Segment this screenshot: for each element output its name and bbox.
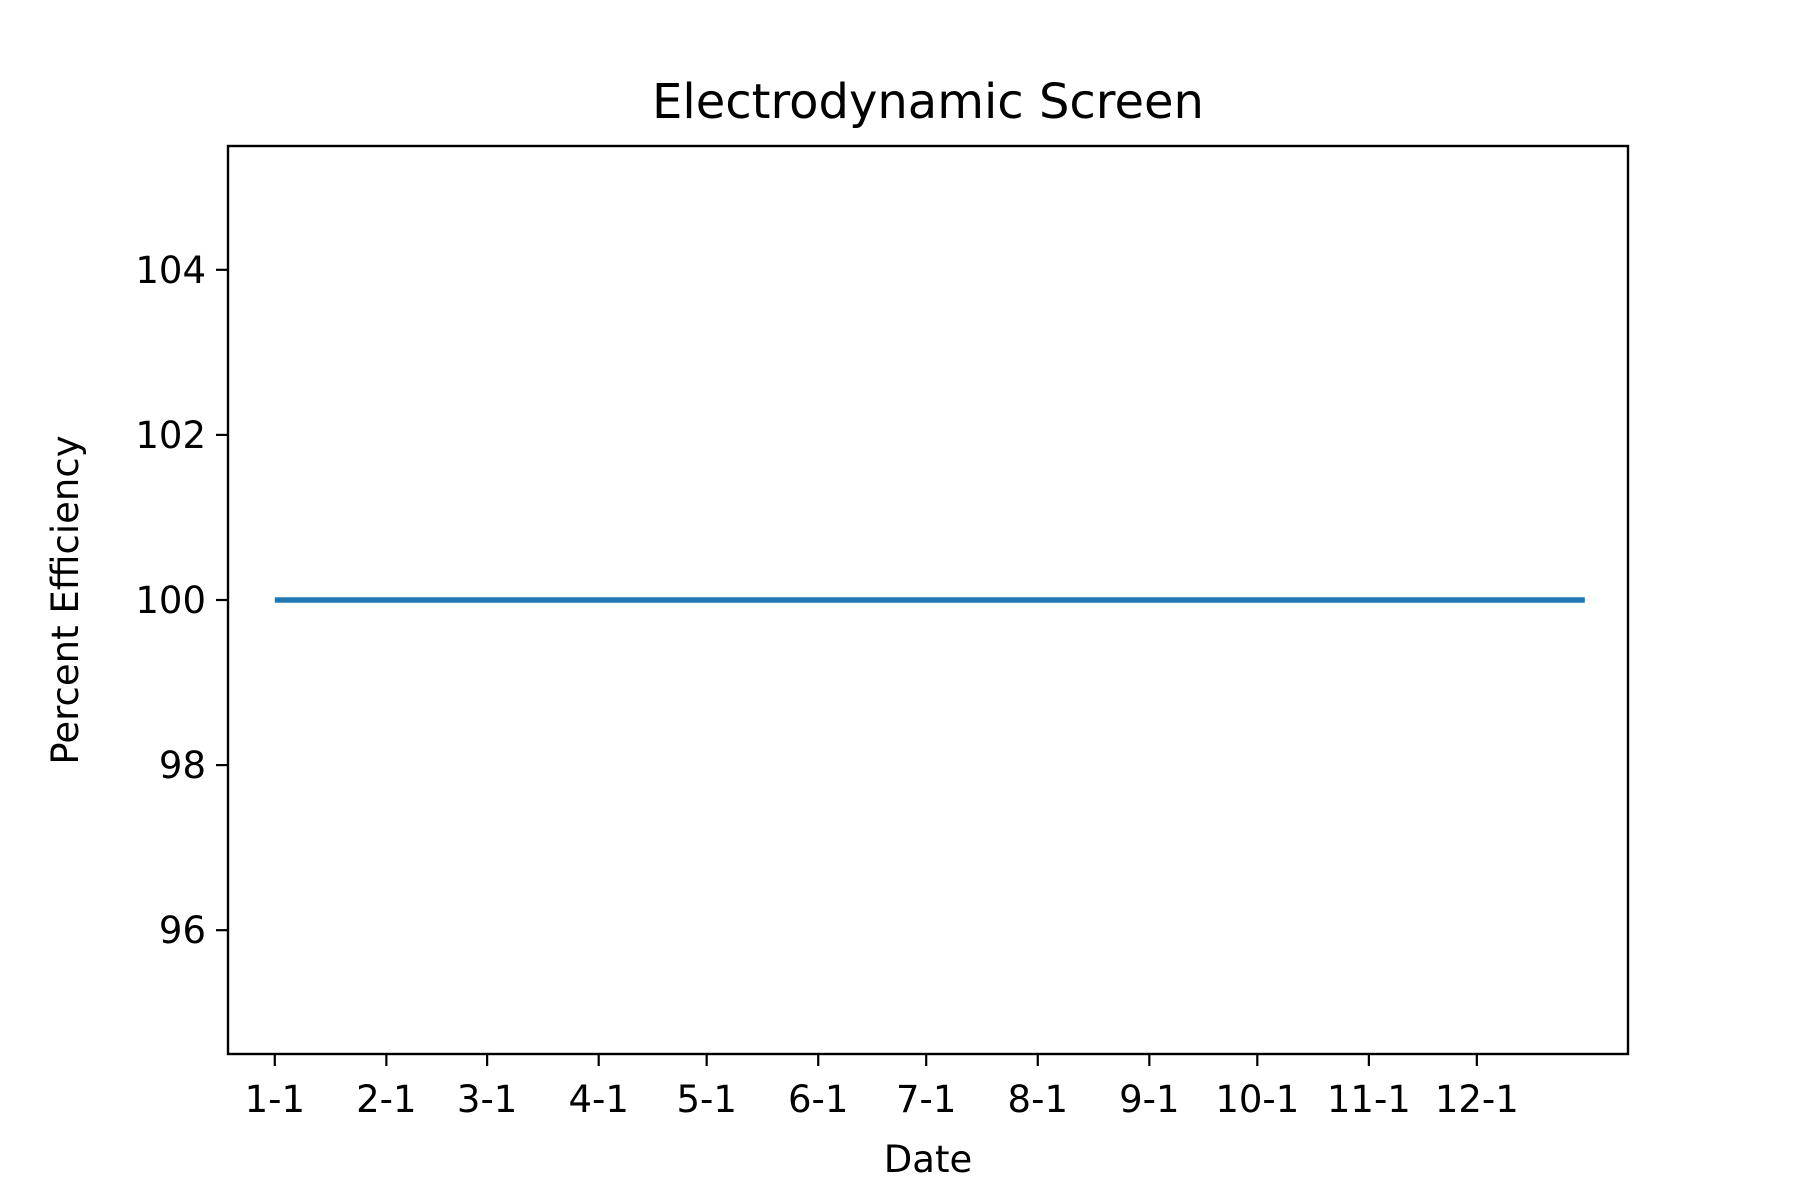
y-tick-label: 98	[159, 744, 206, 787]
x-tick-label: 12-1	[1435, 1078, 1519, 1121]
x-axis-ticks: 1-1 2-1 3-1 4-1 5-1 6-1 7-1 8-1 9-1 10-1 11-1 12-1	[245, 1054, 1519, 1121]
y-tick-label: 104	[135, 249, 206, 292]
x-tick-label: 4-1	[568, 1078, 628, 1121]
x-tick-label: 6-1	[788, 1078, 848, 1121]
x-axis-label: Date	[884, 1138, 972, 1181]
y-axis-label: Percent Efficiency	[44, 435, 87, 764]
y-tick-label: 100	[135, 579, 206, 622]
x-tick-label: 8-1	[1008, 1078, 1068, 1121]
x-tick-label: 3-1	[457, 1078, 517, 1121]
x-tick-label: 7-1	[896, 1078, 956, 1121]
x-tick-label: 11-1	[1327, 1078, 1411, 1121]
chart-title: Electrodynamic Screen	[652, 74, 1204, 130]
x-tick-label: 2-1	[356, 1078, 416, 1121]
x-tick-label: 5-1	[676, 1078, 736, 1121]
x-tick-label: 10-1	[1215, 1078, 1299, 1121]
y-axis-ticks: 96 98 100 102 104	[135, 249, 228, 952]
y-tick-label: 102	[135, 414, 206, 457]
x-tick-label: 1-1	[245, 1078, 305, 1121]
x-tick-label: 9-1	[1119, 1078, 1179, 1121]
y-tick-label: 96	[159, 909, 206, 952]
plot-area-frame	[226, 144, 1630, 1056]
